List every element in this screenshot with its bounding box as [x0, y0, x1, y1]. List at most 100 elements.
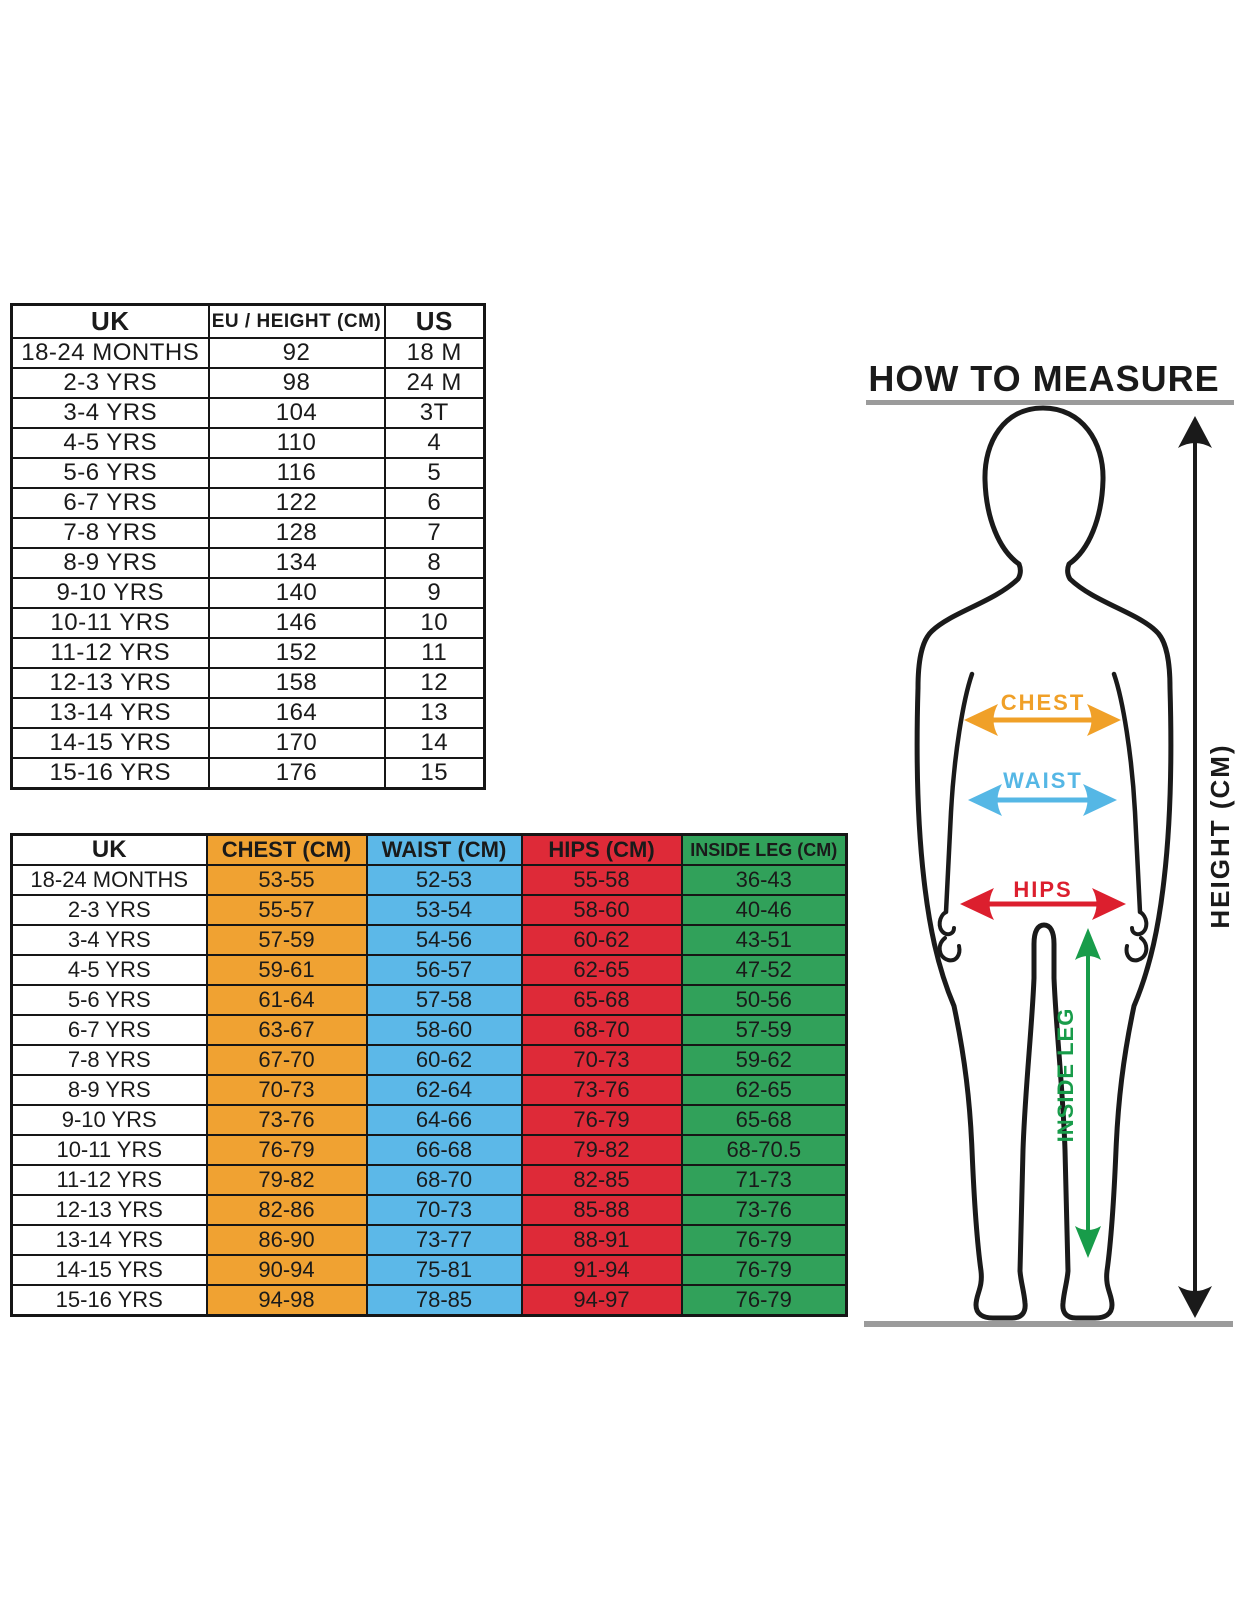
table-cell: 18 M — [383, 337, 486, 369]
table-cell: 11-12 YRS — [10, 637, 210, 669]
body-measurements-table: UK CHEST (CM) WAIST (CM) HIPS (CM) INSID… — [10, 833, 848, 1317]
size-conversion-table: UK EU / HEIGHT (CM) US 18-24 MONTHS 92 18 … — [10, 303, 486, 790]
table-cell: 91-94 — [520, 1254, 683, 1286]
table-row: 8-9 YRS 70-73 62-64 73-76 62-65 — [10, 1074, 848, 1106]
table-row: 12-13 YRS 82-86 70-73 85-88 73-76 — [10, 1194, 848, 1226]
table-cell: 92 — [207, 337, 386, 369]
table-cell: 4-5 YRS — [10, 427, 210, 459]
table-cell: 13 — [383, 697, 486, 729]
table-row: 8-9 YRS 134 8 — [10, 547, 486, 579]
header-hips: HIPS (CM) — [520, 833, 683, 866]
table-cell: 60-62 — [520, 924, 683, 956]
height-label: HEIGHT (CM) — [1205, 743, 1235, 928]
table-cell: 13-14 YRS — [10, 1224, 208, 1256]
table-row: 6-7 YRS 122 6 — [10, 487, 486, 519]
table-row: 4-5 YRS 110 4 — [10, 427, 486, 459]
table-cell: 11-12 YRS — [10, 1164, 208, 1196]
waist-label: WAIST — [1003, 768, 1083, 793]
table-cell: 6-7 YRS — [10, 487, 210, 519]
table-cell: 3T — [383, 397, 486, 429]
table-header-row: UK CHEST (CM) WAIST (CM) HIPS (CM) INSID… — [10, 833, 848, 866]
table-cell: 56-57 — [365, 954, 523, 986]
table-cell: 53-54 — [365, 894, 523, 926]
table-cell: 3-4 YRS — [10, 924, 208, 956]
table-row: 18-24 MONTHS 53-55 52-53 55-58 36-43 — [10, 864, 848, 896]
table-row: 3-4 YRS 57-59 54-56 60-62 43-51 — [10, 924, 848, 956]
header-inside-leg: INSIDE LEG (CM) — [680, 833, 848, 866]
table-cell: 40-46 — [680, 894, 848, 926]
table-cell: 64-66 — [365, 1104, 523, 1136]
hips-arrow — [960, 888, 1126, 920]
table-cell: 73-77 — [365, 1224, 523, 1256]
table-cell: 70-73 — [205, 1074, 368, 1106]
table-cell: 65-68 — [520, 984, 683, 1016]
table-cell: 82-86 — [205, 1194, 368, 1226]
table-cell: 55-58 — [520, 864, 683, 896]
table-cell: 76-79 — [680, 1284, 848, 1316]
table-cell: 52-53 — [365, 864, 523, 896]
table-cell: 10-11 YRS — [10, 607, 210, 639]
table-cell: 53-55 — [205, 864, 368, 896]
table-cell: 59-62 — [680, 1044, 848, 1076]
table-cell: 54-56 — [365, 924, 523, 956]
table-row: 7-8 YRS 128 7 — [10, 517, 486, 549]
table-cell: 76-79 — [520, 1104, 683, 1136]
table-cell: 11 — [383, 637, 486, 669]
header-uk: UK — [10, 833, 208, 866]
table-cell: 60-62 — [365, 1044, 523, 1076]
table-cell: 4 — [383, 427, 486, 459]
table-cell: 110 — [207, 427, 386, 459]
table-cell: 70-73 — [365, 1194, 523, 1226]
table-cell: 18-24 MONTHS — [10, 864, 208, 896]
table-cell: 88-91 — [520, 1224, 683, 1256]
table-cell: 6-7 YRS — [10, 1014, 208, 1046]
table-cell: 18-24 MONTHS — [10, 337, 210, 369]
table-cell: 15-16 YRS — [10, 757, 210, 790]
table-cell: 8-9 YRS — [10, 1074, 208, 1106]
table-cell: 152 — [207, 637, 386, 669]
table-cell: 134 — [207, 547, 386, 579]
table-cell: 7 — [383, 517, 486, 549]
table-row: 15-16 YRS 94-98 78-85 94-97 76-79 — [10, 1284, 848, 1316]
table-cell: 94-97 — [520, 1284, 683, 1316]
table-cell: 14-15 YRS — [10, 1254, 208, 1286]
table-cell: 82-85 — [520, 1164, 683, 1196]
table-cell: 176 — [207, 757, 386, 790]
table-cell: 3-4 YRS — [10, 397, 210, 429]
table-row: 13-14 YRS 86-90 73-77 88-91 76-79 — [10, 1224, 848, 1256]
table-row: 10-11 YRS 146 10 — [10, 607, 486, 639]
table-cell: 59-61 — [205, 954, 368, 986]
inside-leg-label: INSIDE LEG — [1053, 1008, 1078, 1143]
inside-leg-arrow — [1075, 928, 1101, 1258]
table-cell: 36-43 — [680, 864, 848, 896]
header-chest: CHEST (CM) — [205, 833, 368, 866]
table-cell: 68-70 — [365, 1164, 523, 1196]
header-uk: UK — [10, 303, 210, 339]
table-row: 4-5 YRS 59-61 56-57 62-65 47-52 — [10, 954, 848, 986]
waist-arrow — [968, 784, 1117, 816]
table-cell: 79-82 — [520, 1134, 683, 1166]
table-row: 14-15 YRS 170 14 — [10, 727, 486, 759]
body-outline — [914, 405, 1174, 1321]
table-cell: 24 M — [383, 367, 486, 399]
header-us: US — [383, 303, 486, 339]
hand-right — [1124, 910, 1149, 963]
table-cell: 8 — [383, 547, 486, 579]
table-cell: 5-6 YRS — [10, 457, 210, 489]
ground-line — [864, 1321, 1233, 1327]
table-cell: 14-15 YRS — [10, 727, 210, 759]
table-cell: 67-70 — [205, 1044, 368, 1076]
table-cell: 76-79 — [680, 1254, 848, 1286]
table-row: 9-10 YRS 140 9 — [10, 577, 486, 609]
table-cell: 90-94 — [205, 1254, 368, 1286]
table-cell: 9 — [383, 577, 486, 609]
table-cell: 14 — [383, 727, 486, 759]
table-row: 9-10 YRS 73-76 64-66 76-79 65-68 — [10, 1104, 848, 1136]
table-cell: 4-5 YRS — [10, 954, 208, 986]
table-cell: 73-76 — [205, 1104, 368, 1136]
table-row: 10-11 YRS 76-79 66-68 79-82 68-70.5 — [10, 1134, 848, 1166]
table-row: 12-13 YRS 158 12 — [10, 667, 486, 699]
table-row: 2-3 YRS 98 24 M — [10, 367, 486, 399]
table-cell: 85-88 — [520, 1194, 683, 1226]
